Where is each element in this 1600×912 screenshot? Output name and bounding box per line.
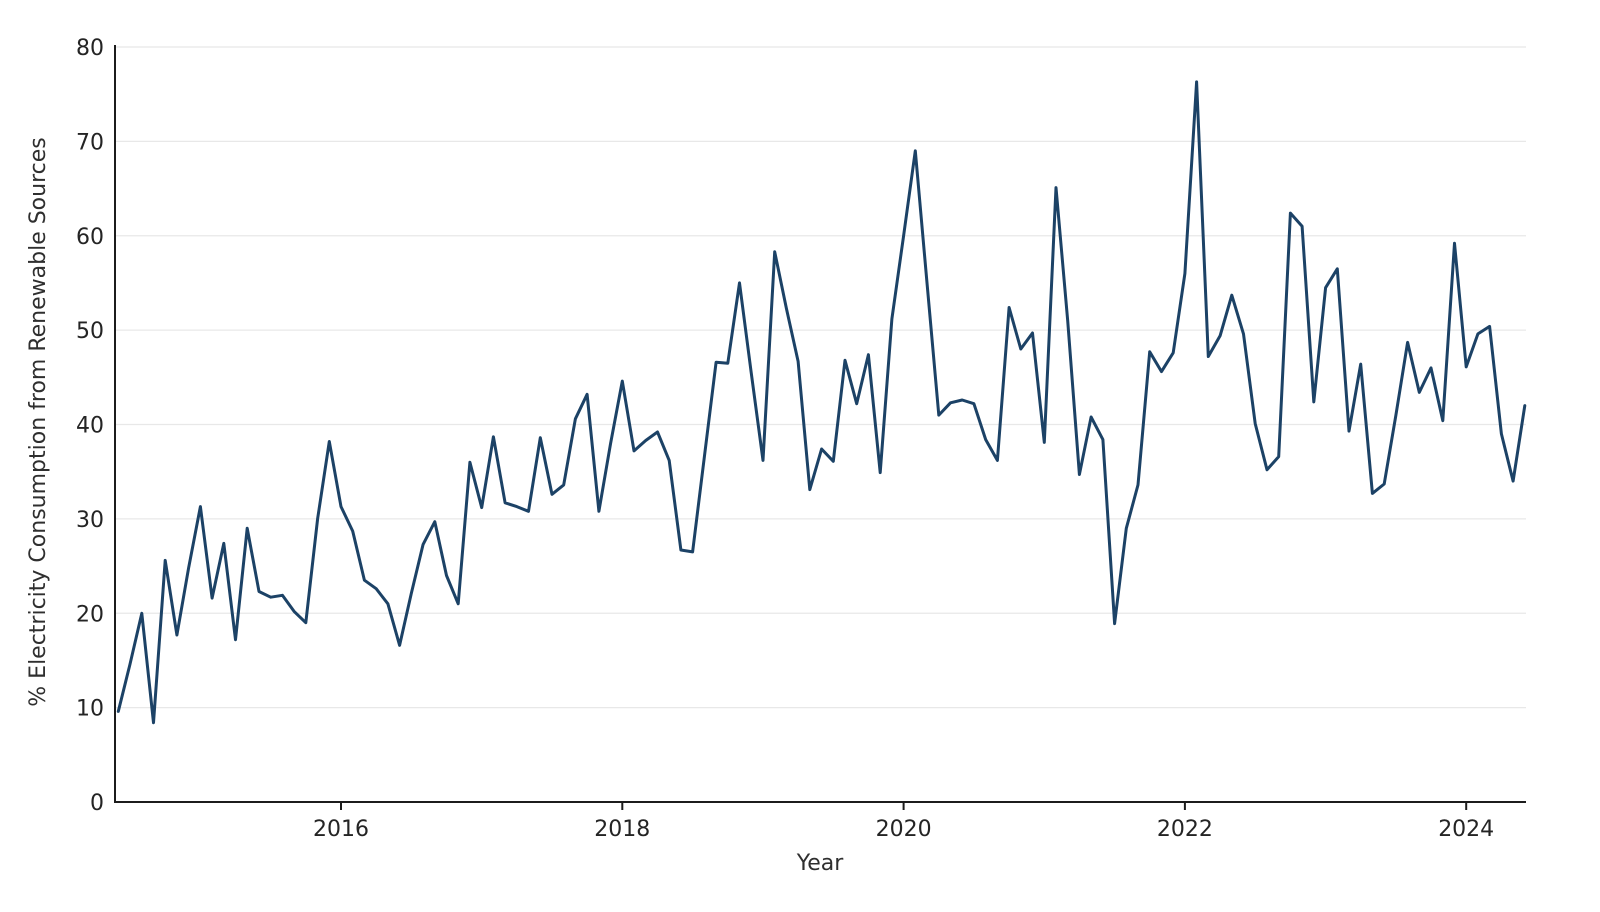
y-tick-label-50: 50 <box>76 319 104 344</box>
series-group <box>116 80 1527 725</box>
x-tick-label-2024: 2024 <box>1438 817 1494 842</box>
y-tick-label-70: 70 <box>76 130 104 155</box>
y-tick-label-60: 60 <box>76 225 104 250</box>
x-tick-label-2022: 2022 <box>1157 817 1213 842</box>
y-axis-title: % Electricity Consumption from Renewable… <box>26 137 51 706</box>
y-tick-label-10: 10 <box>76 697 104 722</box>
x-tick-label-2016: 2016 <box>313 817 369 842</box>
y-axis-tick-labels: 0 10 20 30 40 50 60 70 80 <box>76 36 104 816</box>
y-tick-label-20: 20 <box>76 602 104 627</box>
y-tick-label-40: 40 <box>76 414 104 439</box>
x-axis-title: Year <box>796 851 845 876</box>
series-line <box>116 80 1527 725</box>
x-tick-label-2020: 2020 <box>876 817 932 842</box>
y-tick-label-0: 0 <box>90 791 104 816</box>
x-axis-ticks <box>340 802 1468 810</box>
y-tick-label-80: 80 <box>76 36 104 61</box>
x-axis-tick-labels: 2016 2018 2020 2022 2024 <box>313 817 1494 842</box>
x-tick-label-2018: 2018 <box>594 817 650 842</box>
gridlines <box>115 46 1526 709</box>
axes <box>114 45 1526 803</box>
y-tick-label-30: 30 <box>76 508 104 533</box>
